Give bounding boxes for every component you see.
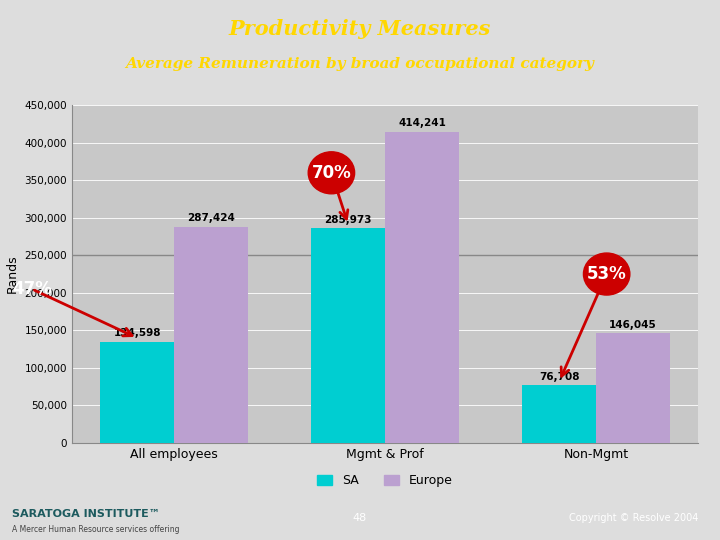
Text: Productivity Measures: Productivity Measures bbox=[229, 18, 491, 38]
Bar bbox=[596, 333, 670, 443]
Text: 414,241: 414,241 bbox=[398, 118, 446, 129]
Bar bbox=[385, 132, 459, 443]
Text: 48: 48 bbox=[353, 512, 367, 523]
Ellipse shape bbox=[9, 268, 55, 310]
Text: 70%: 70% bbox=[312, 164, 351, 182]
Bar bbox=[101, 342, 174, 443]
Text: SARATOGA INSTITUTE™: SARATOGA INSTITUTE™ bbox=[12, 509, 160, 519]
Text: 134,598: 134,598 bbox=[114, 328, 161, 338]
Bar bbox=[522, 385, 596, 443]
Text: 146,045: 146,045 bbox=[609, 320, 657, 329]
Text: Copyright © Resolve 2004: Copyright © Resolve 2004 bbox=[569, 512, 698, 523]
Bar bbox=[174, 227, 248, 443]
Ellipse shape bbox=[583, 253, 630, 295]
Legend: SA, Europe: SA, Europe bbox=[312, 469, 458, 492]
Text: 76,708: 76,708 bbox=[539, 372, 580, 382]
Text: 287,424: 287,424 bbox=[187, 213, 235, 224]
Text: 53%: 53% bbox=[587, 265, 626, 283]
Text: 47%: 47% bbox=[12, 280, 52, 298]
Text: 285,973: 285,973 bbox=[325, 214, 372, 225]
Bar bbox=[311, 228, 385, 443]
Y-axis label: Rands: Rands bbox=[6, 255, 19, 293]
Ellipse shape bbox=[308, 152, 355, 194]
Text: Average Remuneration by broad occupational category: Average Remuneration by broad occupation… bbox=[125, 57, 595, 71]
Text: A Mercer Human Resource services offering: A Mercer Human Resource services offerin… bbox=[12, 525, 179, 535]
